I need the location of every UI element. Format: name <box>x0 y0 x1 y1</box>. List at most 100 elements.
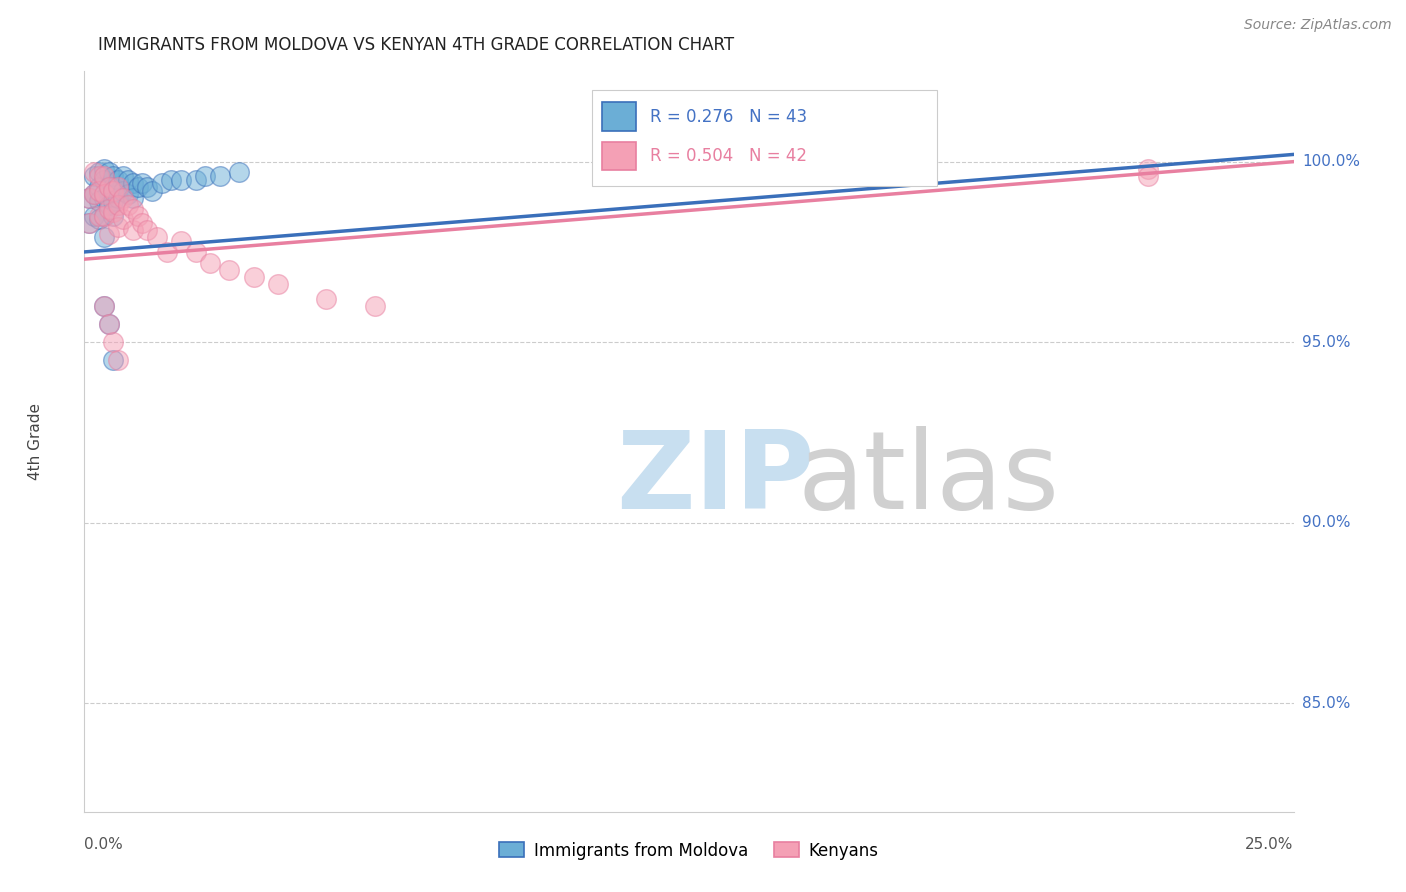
Point <box>170 234 193 248</box>
Point <box>87 194 110 209</box>
Point <box>103 194 125 209</box>
Point <box>136 180 159 194</box>
Point <box>77 191 100 205</box>
Point <box>170 172 193 186</box>
Text: IMMIGRANTS FROM MOLDOVA VS KENYAN 4TH GRADE CORRELATION CHART: IMMIGRANTS FROM MOLDOVA VS KENYAN 4TH GR… <box>98 36 734 54</box>
Point <box>87 169 110 183</box>
Point <box>87 180 110 194</box>
Point <box>117 172 139 186</box>
Text: atlas: atlas <box>797 425 1060 532</box>
Point <box>363 299 385 313</box>
Point <box>103 353 125 368</box>
Text: 4th Grade: 4th Grade <box>28 403 44 480</box>
Point <box>83 165 105 179</box>
Point <box>97 227 120 241</box>
Point <box>97 180 120 194</box>
Point <box>103 205 125 219</box>
Point <box>184 244 207 259</box>
Point <box>103 169 125 183</box>
Legend: Immigrants from Moldova, Kenyans: Immigrants from Moldova, Kenyans <box>492 835 886 866</box>
Point <box>93 172 115 186</box>
Point <box>77 191 100 205</box>
Point <box>228 165 250 179</box>
Text: 95.0%: 95.0% <box>1302 334 1350 350</box>
Point <box>121 223 143 237</box>
Point <box>77 216 100 230</box>
Point <box>93 169 115 183</box>
Point <box>87 212 110 227</box>
Point <box>103 184 125 198</box>
Point <box>93 299 115 313</box>
Text: 85.0%: 85.0% <box>1302 696 1350 711</box>
Point <box>121 202 143 216</box>
Point <box>194 169 217 183</box>
Point <box>83 169 105 183</box>
Point <box>141 184 163 198</box>
Point <box>107 353 129 368</box>
Text: 90.0%: 90.0% <box>1302 516 1350 531</box>
Point <box>112 212 135 227</box>
Point <box>155 244 177 259</box>
Point <box>131 216 153 230</box>
Point <box>87 165 110 179</box>
Point <box>160 172 183 186</box>
Point <box>315 292 337 306</box>
Point <box>93 230 115 244</box>
Point <box>131 177 153 191</box>
Text: Source: ZipAtlas.com: Source: ZipAtlas.com <box>1244 18 1392 32</box>
Point <box>83 209 105 223</box>
Point <box>107 219 129 234</box>
Point <box>1137 169 1160 183</box>
Point <box>97 198 120 212</box>
Point <box>242 270 264 285</box>
Point <box>87 184 110 198</box>
Text: 25.0%: 25.0% <box>1246 837 1294 852</box>
Point <box>218 263 240 277</box>
Point <box>112 184 135 198</box>
FancyBboxPatch shape <box>592 90 936 186</box>
Point <box>267 277 290 292</box>
FancyBboxPatch shape <box>602 142 636 169</box>
FancyBboxPatch shape <box>602 103 636 130</box>
Point <box>103 209 125 223</box>
Point <box>198 256 221 270</box>
Point <box>93 161 115 176</box>
Point <box>121 177 143 191</box>
Point <box>77 216 100 230</box>
Point <box>87 209 110 223</box>
Point <box>97 180 120 194</box>
Point <box>107 172 129 186</box>
Point <box>97 202 120 216</box>
Point <box>107 180 129 194</box>
Point <box>93 187 115 202</box>
Point <box>97 317 120 331</box>
Point <box>112 169 135 183</box>
Text: 0.0%: 0.0% <box>84 837 124 852</box>
Text: ZIP: ZIP <box>616 425 815 532</box>
Text: R = 0.504   N = 42: R = 0.504 N = 42 <box>650 147 807 165</box>
Point <box>112 191 135 205</box>
Point <box>146 230 169 244</box>
Text: 100.0%: 100.0% <box>1302 154 1360 169</box>
Point <box>121 191 143 205</box>
Point <box>184 172 207 186</box>
Point <box>103 335 125 350</box>
Point <box>1137 161 1160 176</box>
Point <box>136 223 159 237</box>
Point <box>127 180 149 194</box>
Point <box>150 177 173 191</box>
Point <box>107 198 129 212</box>
Point <box>103 180 125 194</box>
Point <box>93 209 115 223</box>
Point <box>93 209 115 223</box>
Point <box>83 187 105 202</box>
Point <box>208 169 231 183</box>
Point <box>117 187 139 202</box>
Point <box>93 191 115 205</box>
Point <box>127 209 149 223</box>
Point <box>117 198 139 212</box>
Point <box>97 317 120 331</box>
Point <box>83 187 105 202</box>
Point <box>93 299 115 313</box>
Point <box>107 191 129 205</box>
